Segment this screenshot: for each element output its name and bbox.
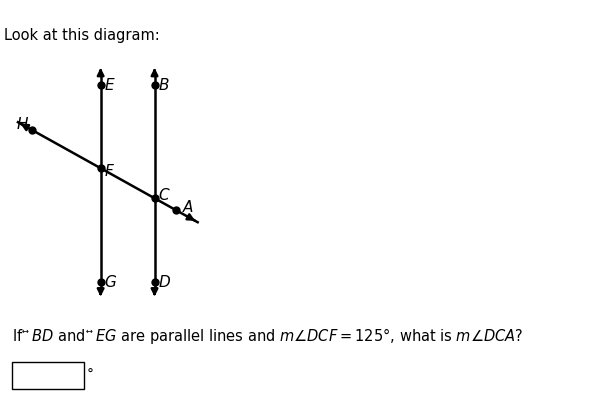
Text: °: ° [87,368,94,382]
Text: F: F [104,163,113,178]
Text: D: D [158,275,170,290]
Text: A: A [183,200,193,215]
Text: H: H [16,117,28,132]
Text: C: C [158,188,169,203]
Text: E: E [104,77,114,92]
Text: Look at this diagram:: Look at this diagram: [4,28,159,43]
Text: B: B [158,77,169,92]
Text: G: G [104,275,116,290]
Text: If $\overleftrightarrow{BD}$ and $\overleftrightarrow{EG}$ are parallel lines an: If $\overleftrightarrow{BD}$ and $\overl… [12,326,524,346]
